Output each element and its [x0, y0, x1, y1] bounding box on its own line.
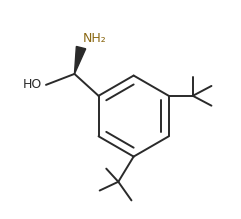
- Text: HO: HO: [22, 78, 42, 91]
- Text: NH₂: NH₂: [83, 32, 107, 46]
- Polygon shape: [74, 46, 86, 74]
